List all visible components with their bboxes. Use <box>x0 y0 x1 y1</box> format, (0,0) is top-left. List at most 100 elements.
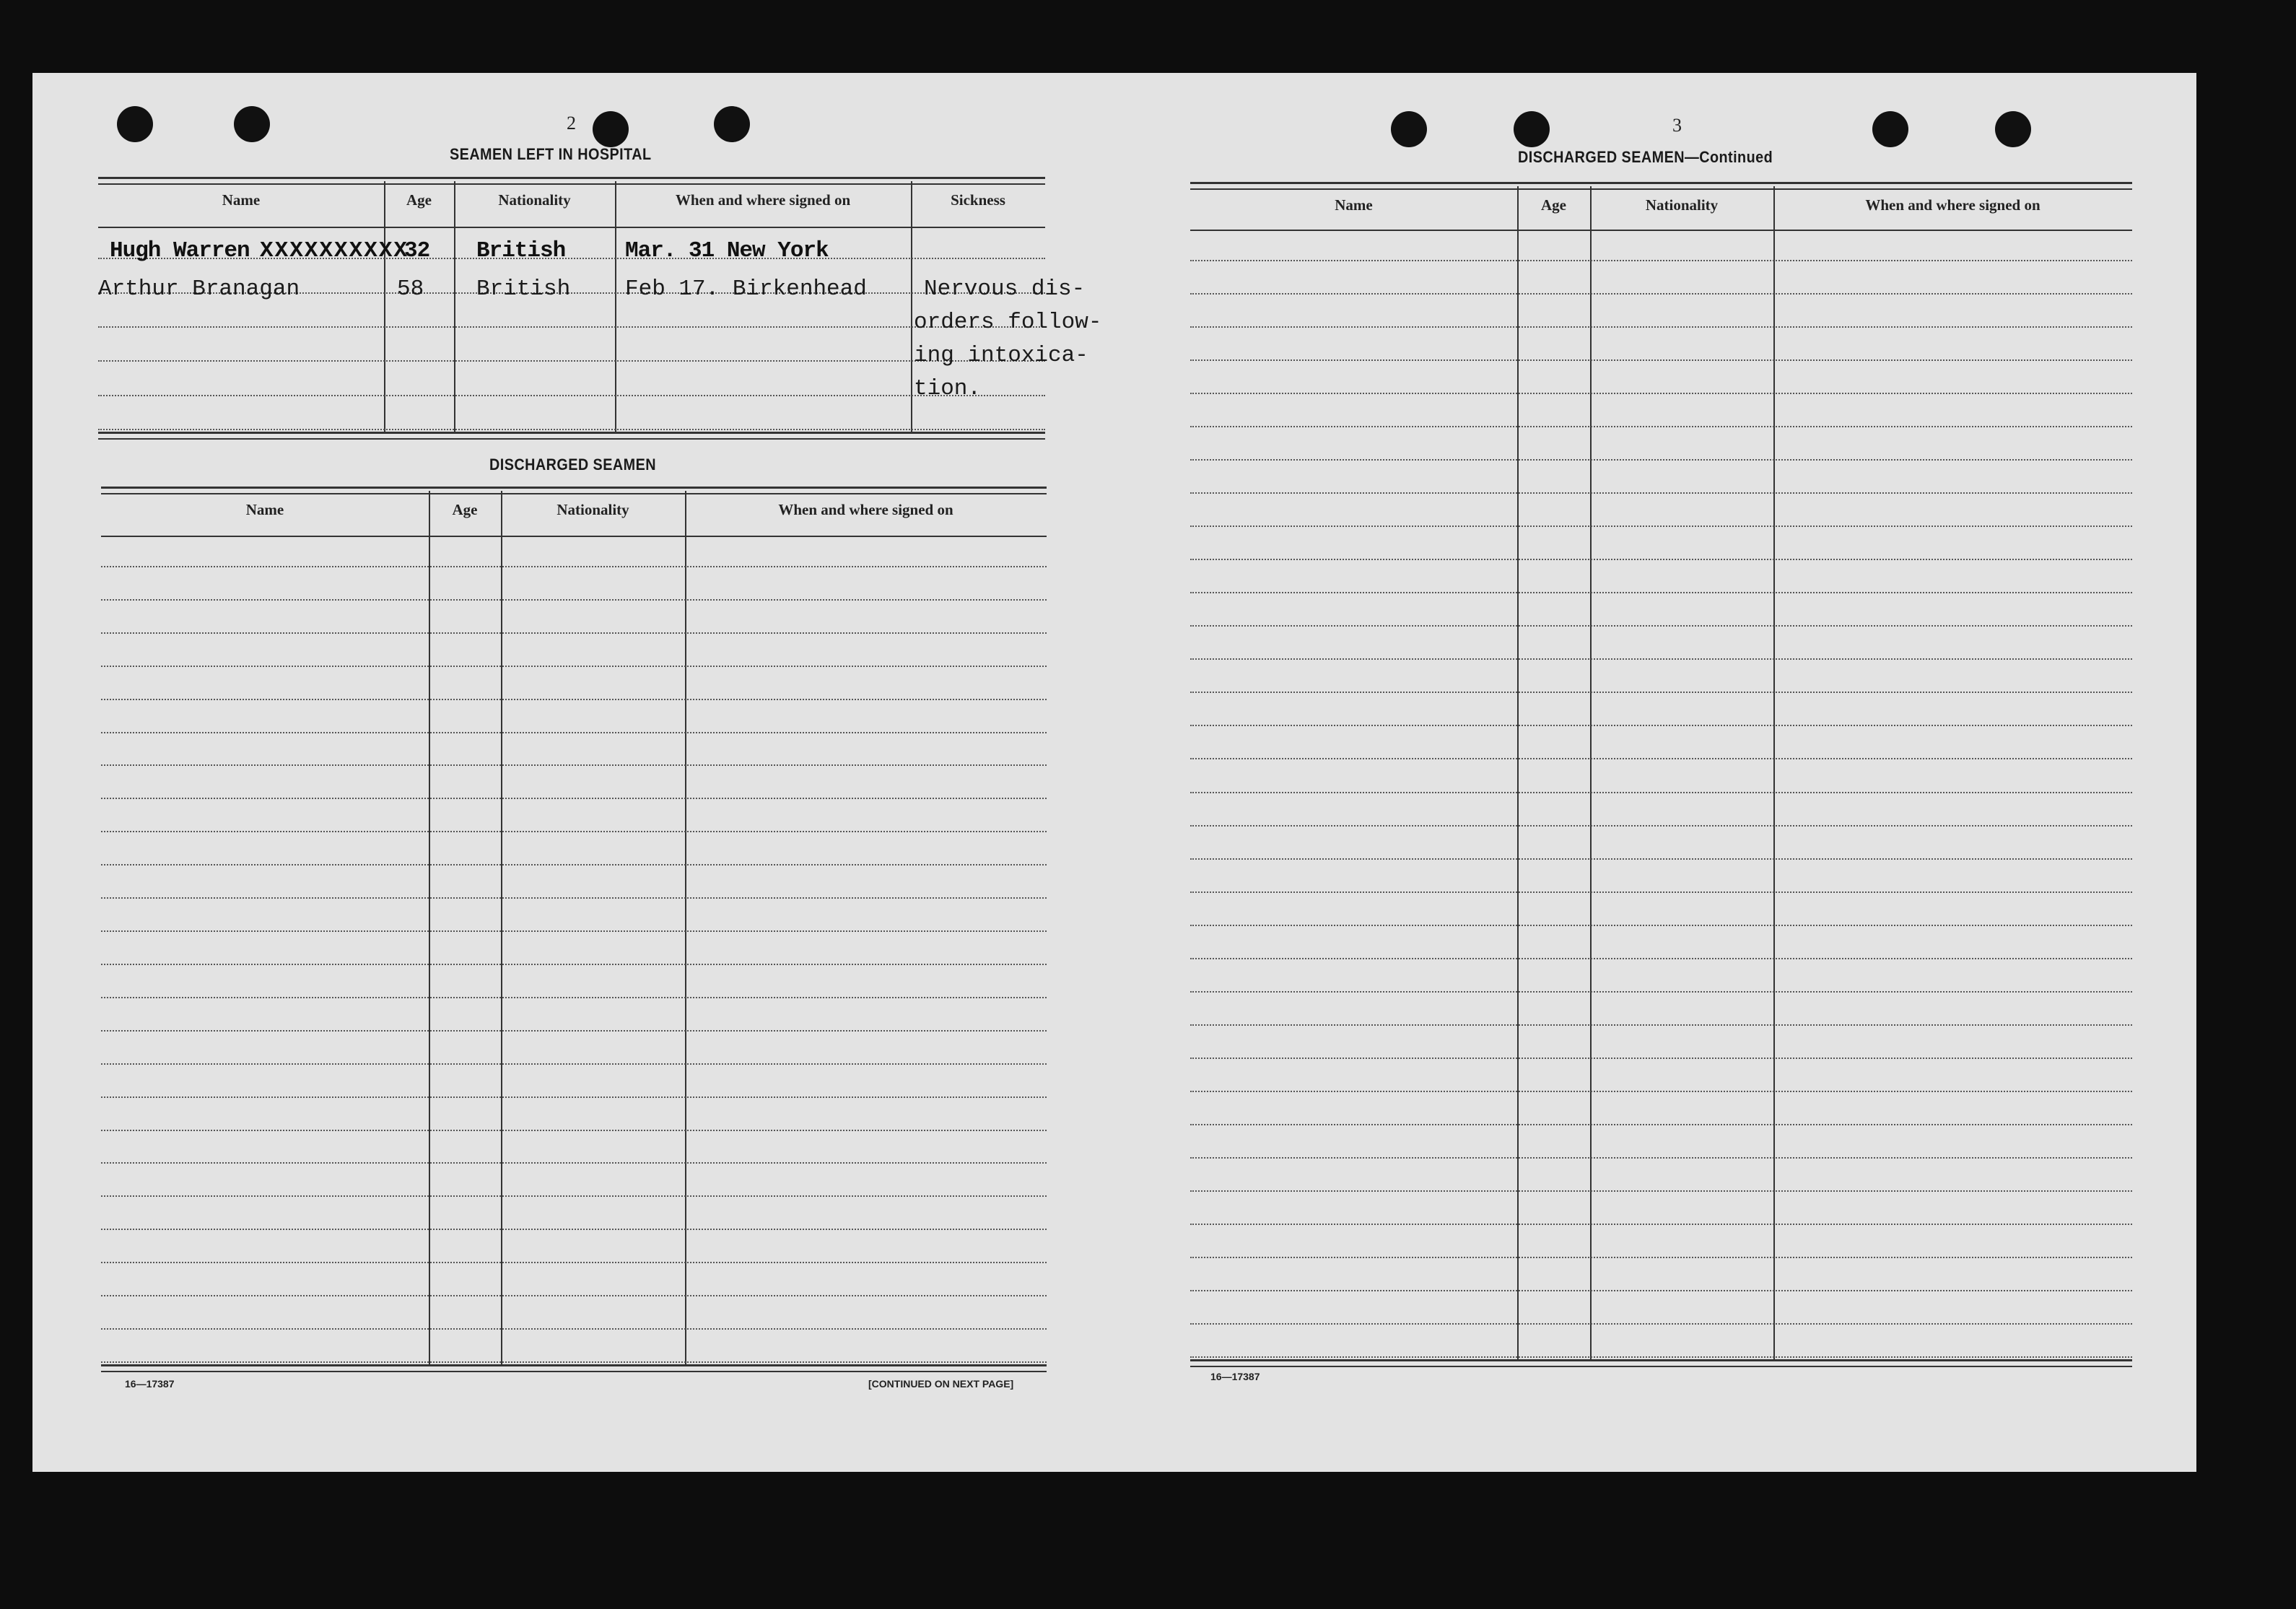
table-row-line <box>101 632 1047 634</box>
table-row-line <box>101 764 1047 767</box>
table-row-line <box>1190 725 2132 727</box>
discharged-continued-title: DISCHARGED SEAMEN—Continued <box>1518 148 1773 166</box>
table-row-line <box>101 1063 1047 1065</box>
document-page-spread: 2 SEAMEN LEFT IN HOSPITAL Name Age Nationa… <box>32 73 2196 1472</box>
table-row-line <box>98 258 1045 260</box>
struck-out-name: Hugh Warren <box>110 238 250 263</box>
table-row-line <box>101 665 1047 667</box>
header-bottom-rule <box>101 536 1047 537</box>
table-row-line <box>1190 492 2132 494</box>
column-header: Nationality <box>1645 196 1719 214</box>
table-row-line <box>101 1229 1047 1231</box>
column-header: Age <box>452 501 478 518</box>
seaman-signed-on: Feb 17. Birkenhead <box>625 276 867 302</box>
column-header: Age <box>406 191 432 209</box>
seaman-name: Arthur Branagan <box>98 276 300 302</box>
table-row-line <box>101 1328 1047 1330</box>
table-row-line <box>101 565 1047 567</box>
struck-out-signed-on: Mar. 31 New York <box>625 238 829 263</box>
column-divider <box>384 181 385 432</box>
column-divider <box>911 181 912 432</box>
table-row-line <box>101 1029 1047 1032</box>
seaman-sickness-line: orders follow- <box>914 310 1102 335</box>
column-header: Age <box>1541 196 1566 214</box>
table-row-line <box>1190 293 2132 295</box>
column-divider <box>501 491 502 1364</box>
table-bottom-rule <box>101 1364 1047 1372</box>
table-row-line <box>1190 692 2132 694</box>
table-row-line <box>1190 393 2132 395</box>
table-row-line <box>1190 758 2132 760</box>
seaman-sickness-line: ing intoxica- <box>914 343 1088 368</box>
table-row-line <box>1190 1256 2132 1258</box>
seaman-sickness-line: tion. <box>914 376 982 401</box>
table-row-line <box>1190 1156 2132 1159</box>
table-row-line <box>101 897 1047 899</box>
table-row-line <box>101 598 1047 601</box>
column-divider <box>1773 186 1775 1359</box>
header-bottom-rule <box>1190 230 2132 231</box>
seaman-nationality: British <box>476 276 571 302</box>
table-row-line <box>98 394 1045 396</box>
header-double-rule <box>98 177 1045 185</box>
table-row-line <box>101 831 1047 833</box>
header-double-rule <box>101 487 1047 494</box>
discharged-section-title: DISCHARGED SEAMEN <box>489 455 656 474</box>
table-row-line <box>1190 791 2132 793</box>
punch-hole <box>1995 111 2031 147</box>
table-row-line <box>101 698 1047 700</box>
column-header: When and where signed on <box>778 501 953 518</box>
table-row-line <box>1190 658 2132 660</box>
table-row-line <box>1190 1190 2132 1192</box>
table-row-line <box>1190 957 2132 959</box>
table-row-line <box>1190 526 2132 528</box>
table-row-line <box>101 864 1047 866</box>
header-bottom-rule <box>98 227 1045 228</box>
table-row-line <box>101 1096 1047 1098</box>
column-header: Name <box>245 501 284 518</box>
column-header: Nationality <box>556 501 629 518</box>
table-row-line <box>1190 625 2132 627</box>
table-row-line <box>1190 260 2132 262</box>
form-number-right: 16—17387 <box>1210 1371 1260 1382</box>
table-row-line <box>98 292 1045 294</box>
table-row-line <box>1190 1322 2132 1325</box>
table-row-line <box>101 1295 1047 1297</box>
table-row-line <box>1190 426 2132 428</box>
struck-out-nationality: British <box>476 238 566 263</box>
table-bottom-rule <box>1190 1359 2132 1367</box>
table-row-line <box>98 360 1045 362</box>
punch-hole <box>1872 111 1908 147</box>
column-divider <box>429 491 430 1364</box>
table-row-line <box>1190 924 2132 926</box>
table-row-line <box>101 930 1047 933</box>
table-row-line <box>1190 1123 2132 1125</box>
table-row-line <box>98 429 1045 430</box>
column-header: Name <box>1335 196 1373 214</box>
struck-out-age: 32 <box>404 238 430 263</box>
hospital-section-title: SEAMEN LEFT IN HOSPITAL <box>450 145 652 163</box>
table-row-line <box>101 963 1047 965</box>
table-row-line <box>101 731 1047 733</box>
column-header: Nationality <box>498 191 571 209</box>
table-row-line <box>1190 1090 2132 1092</box>
continued-note: [CONTINUED ON NEXT PAGE] <box>868 1378 1014 1390</box>
table-row-line <box>101 798 1047 800</box>
table-row-line <box>1190 891 2132 893</box>
seaman-age: 58 <box>397 276 424 302</box>
column-header: When and where signed on <box>1865 196 2040 214</box>
column-header: When and where signed on <box>675 191 851 209</box>
table-row-line <box>1190 592 2132 594</box>
punch-hole <box>593 111 629 147</box>
column-divider <box>615 181 616 432</box>
table-row-line <box>1190 1289 2132 1291</box>
table-row-line <box>1190 1024 2132 1026</box>
column-divider <box>454 181 455 432</box>
seaman-sickness-line: Nervous dis- <box>924 276 1086 302</box>
punch-hole <box>1514 111 1550 147</box>
form-number-left: 16—17387 <box>125 1378 175 1390</box>
table-row-line <box>101 1361 1047 1363</box>
table-row-line <box>98 326 1045 328</box>
table-row-line <box>101 1262 1047 1264</box>
punch-hole <box>117 106 153 142</box>
